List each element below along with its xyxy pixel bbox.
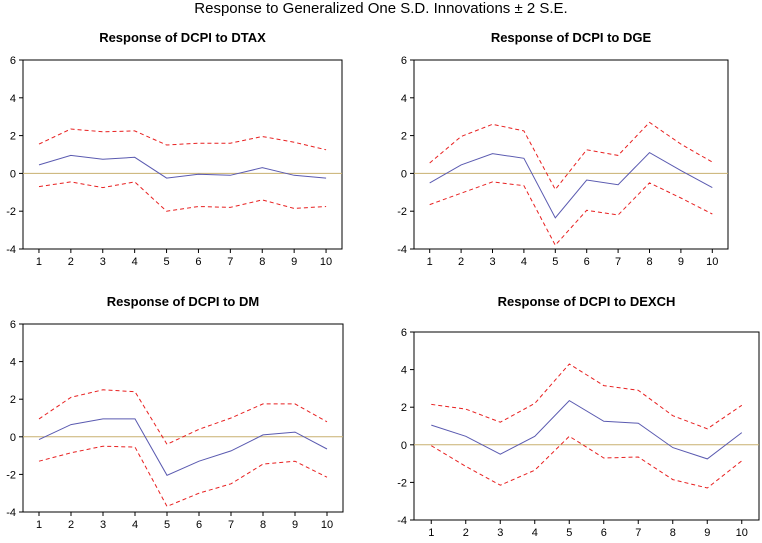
x-tick-label: 2: [68, 256, 74, 268]
y-tick-label: -2: [6, 469, 16, 481]
x-tick-label: 8: [646, 256, 652, 268]
x-tick-label: 2: [68, 519, 74, 531]
x-tick-label: 7: [635, 527, 641, 539]
chart-title: Response of DCPI to DM: [107, 294, 259, 309]
x-tick-label: 3: [489, 256, 495, 268]
x-tick-label: 2: [458, 256, 464, 268]
x-tick-label: 9: [678, 256, 684, 268]
y-tick-label: -2: [6, 206, 16, 218]
y-tick-label: 0: [10, 432, 16, 444]
x-tick-label: 3: [497, 527, 503, 539]
y-tick-label: -4: [6, 244, 16, 256]
y-tick-label: 4: [401, 93, 407, 105]
x-tick-label: 7: [228, 519, 234, 531]
x-tick-label: 6: [584, 256, 590, 268]
y-tick-label: -2: [397, 477, 407, 489]
chart-panel-dexch: Response of DCPI to DEXCH -4 -2 0 2 4 6 1 2 3 4 5 6 7…: [397, 294, 760, 539]
plot-frame: [413, 59, 729, 250]
plot-frame: [413, 331, 760, 521]
y-tick-label: 4: [10, 357, 16, 369]
plot-frame: [22, 323, 344, 513]
x-tick-label: 4: [132, 256, 138, 268]
x-tick-label: 10: [321, 519, 333, 531]
plot-frame: [22, 59, 343, 250]
x-tick-label: 6: [195, 256, 201, 268]
x-tick-label: 7: [615, 256, 621, 268]
x-tick-label: 5: [164, 519, 170, 531]
x-tick-label: 5: [552, 256, 558, 268]
chart-panel-dm: Response of DCPI to DM -4 -2 0 2 4 6 1 2 3 4 5 6 7 8 9 1…: [6, 294, 344, 531]
x-tick-label: 9: [291, 256, 297, 268]
y-tick-label: 6: [10, 319, 16, 331]
x-tick-label: 1: [36, 519, 42, 531]
chart-panel-dge: Response of DCPI to DGE -4 -2 0 2 4 6 1 2 3 4 5 6 7 8 9…: [397, 30, 729, 268]
response-line: [429, 151, 713, 219]
upper-band-line: [431, 363, 743, 430]
x-tick-label: 8: [259, 256, 265, 268]
x-tick-label: 5: [163, 256, 169, 268]
chart-title: Response of DCPI to DEXCH: [498, 294, 676, 309]
x-tick-label: 10: [736, 527, 748, 539]
x-tick-label: 8: [670, 527, 676, 539]
y-tick-label: 6: [401, 55, 407, 67]
x-tick-label: 1: [428, 527, 434, 539]
x-tick-label: 10: [706, 256, 718, 268]
y-tick-label: 2: [10, 394, 16, 406]
x-tick-label: 6: [601, 527, 607, 539]
chart-panel-dtax: Response of DCPI to DTAX -4 -2 0 2 4 6 1 2 3 4 5 6 7 8…: [6, 30, 343, 268]
chart-title: Response of DCPI to DTAX: [99, 30, 266, 45]
x-tick-label: 1: [427, 256, 433, 268]
x-tick-label: 9: [704, 527, 710, 539]
upper-band-line: [38, 128, 327, 151]
x-tick-label: 2: [463, 527, 469, 539]
page-title: Response to Generalized One S.D. Innovat…: [194, 0, 568, 17]
upper-band-line: [38, 389, 328, 445]
x-tick-label: 3: [100, 519, 106, 531]
y-tick-label: 0: [401, 168, 407, 180]
y-tick-label: -4: [397, 244, 407, 256]
lower-band-line: [38, 445, 328, 508]
y-tick-label: 0: [10, 168, 16, 180]
x-tick-label: 1: [36, 256, 42, 268]
x-tick-label: 4: [521, 256, 527, 268]
x-tick-label: 6: [196, 519, 202, 531]
x-tick-label: 5: [566, 527, 572, 539]
y-tick-label: 6: [10, 55, 16, 67]
response-line: [38, 418, 328, 476]
x-tick-label: 3: [100, 256, 106, 268]
upper-band-line: [429, 121, 713, 191]
y-tick-label: 2: [10, 131, 16, 143]
lower-band-line: [429, 181, 713, 247]
response-line: [38, 154, 327, 179]
y-tick-label: 2: [401, 402, 407, 414]
response-line: [431, 399, 743, 460]
x-tick-label: 4: [532, 527, 538, 539]
y-tick-label: 4: [10, 93, 16, 105]
chart-title: Response of DCPI to DGE: [491, 30, 652, 45]
y-tick-label: 2: [401, 131, 407, 143]
x-tick-label: 7: [227, 256, 233, 268]
y-tick-label: -4: [397, 515, 407, 527]
x-tick-label: 10: [320, 256, 332, 268]
y-tick-label: 0: [401, 440, 407, 452]
lower-band-line: [431, 435, 743, 489]
x-tick-label: 9: [292, 519, 298, 531]
lower-band-line: [38, 181, 327, 212]
y-tick-label: 6: [401, 327, 407, 339]
y-tick-label: -2: [397, 206, 407, 218]
x-tick-label: 4: [132, 519, 138, 531]
y-tick-label: 4: [401, 365, 407, 377]
x-tick-label: 8: [260, 519, 266, 531]
y-tick-label: -4: [6, 507, 16, 519]
